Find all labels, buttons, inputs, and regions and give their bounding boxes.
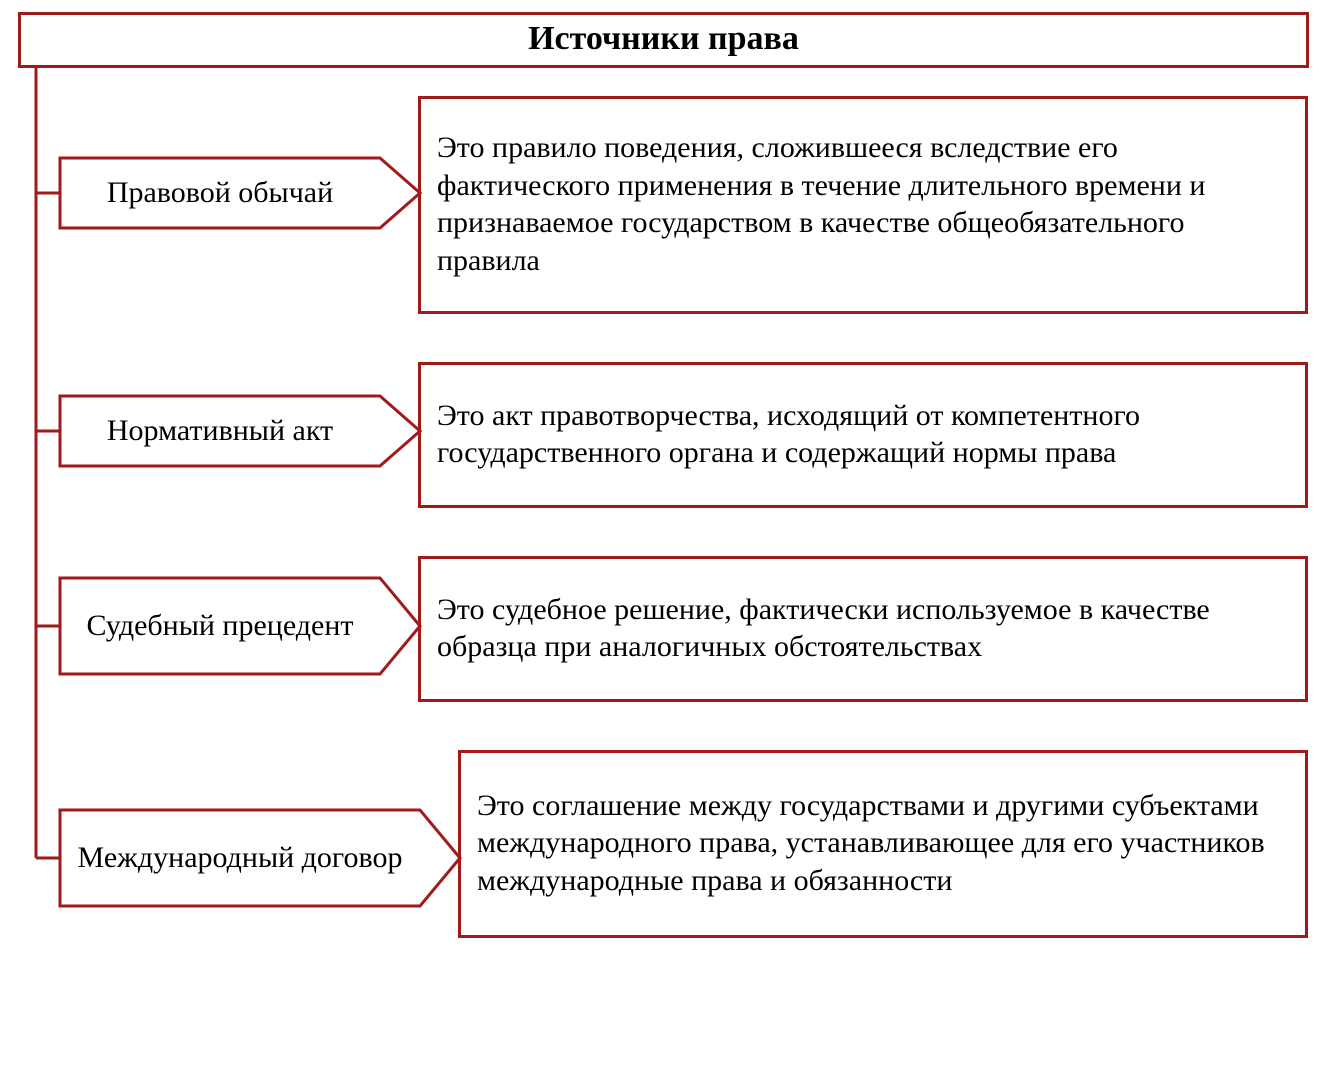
- diagram-title-box: Источники права: [18, 12, 1309, 68]
- description-text: Это акт правотворчества, исходящий от ко…: [437, 397, 1289, 472]
- diagram-title: Источники права: [528, 20, 799, 58]
- term-text: Нормативный акт: [107, 413, 333, 449]
- description-box: Это правило поведения, сложившееся вслед…: [418, 96, 1308, 314]
- term-text: Правовой обычай: [107, 175, 333, 211]
- sources-of-law-diagram: Источники права Правовой обычай Это прави…: [0, 0, 1327, 1077]
- term-label: Международный договор: [60, 810, 420, 906]
- term-text: Судебный прецедент: [86, 608, 353, 644]
- term-text: Международный договор: [78, 840, 403, 876]
- term-label: Правовой обычай: [60, 158, 380, 228]
- description-box: Это судебное решение, фактически использ…: [418, 556, 1308, 702]
- description-text: Это судебное решение, фактически использ…: [437, 591, 1289, 666]
- description-text: Это правило поведения, сложившееся вслед…: [437, 129, 1289, 279]
- description-box: Это акт правотворчества, исходящий от ко…: [418, 362, 1308, 508]
- term-label: Судебный прецедент: [60, 578, 380, 674]
- description-text: Это соглашение между государствами и дру…: [477, 787, 1289, 900]
- term-label: Нормативный акт: [60, 396, 380, 466]
- description-box: Это соглашение между государствами и дру…: [458, 750, 1308, 938]
